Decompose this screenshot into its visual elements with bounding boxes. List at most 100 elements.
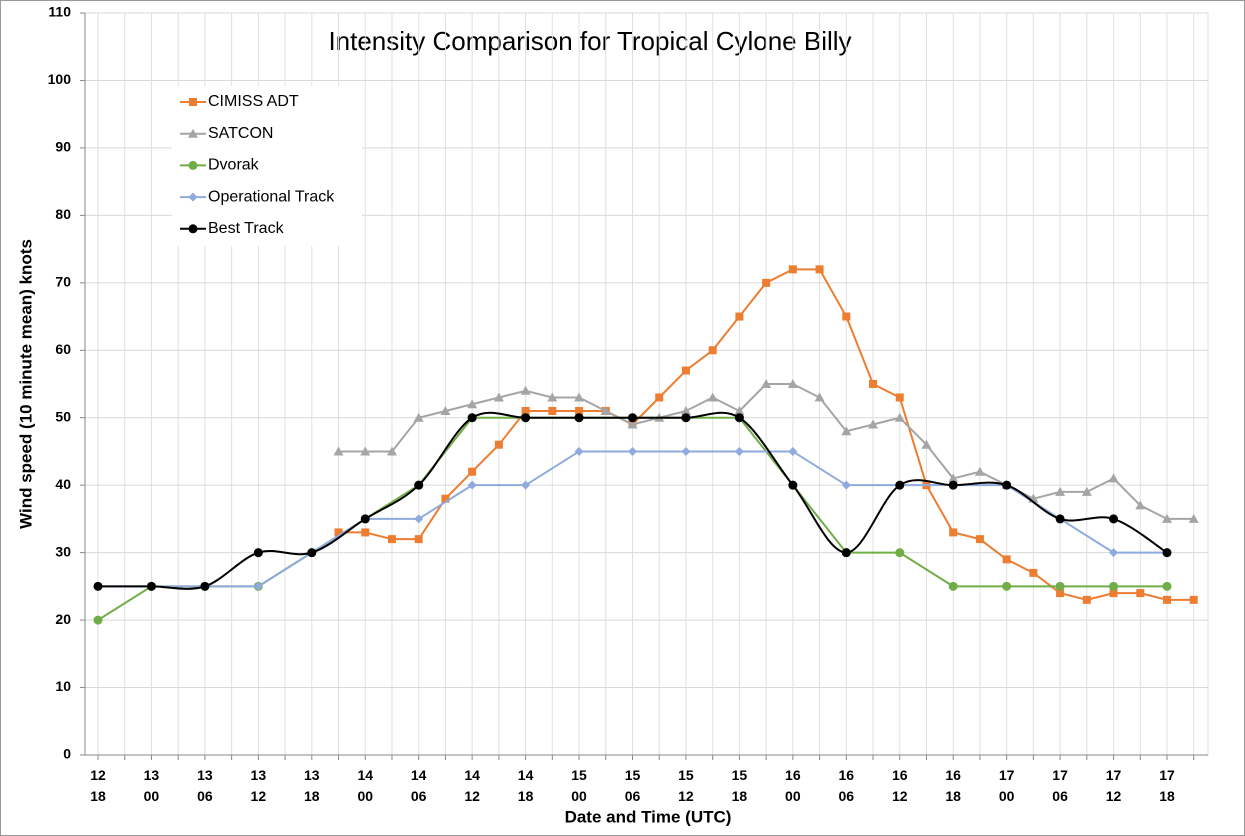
marker [1188, 513, 1199, 523]
legend-label: SATCON [208, 125, 273, 142]
y-tick-label: 50 [55, 408, 71, 424]
marker [333, 446, 344, 456]
marker [1055, 514, 1065, 524]
marker [1135, 500, 1146, 510]
marker [1162, 548, 1172, 558]
marker [948, 581, 958, 591]
x-tick-label: 16 18 [945, 767, 961, 804]
marker [93, 581, 103, 591]
marker [814, 392, 825, 402]
marker [1109, 514, 1119, 524]
marker [895, 480, 905, 490]
marker [1108, 473, 1119, 483]
marker [788, 480, 798, 490]
marker [680, 405, 691, 415]
marker [681, 446, 691, 456]
marker [146, 581, 156, 591]
marker [334, 528, 343, 537]
marker [1002, 581, 1012, 591]
marker [188, 160, 198, 170]
x-tick-label: 13 12 [250, 767, 267, 804]
marker [707, 392, 718, 402]
y-tick-label: 100 [48, 71, 72, 87]
x-tick-label: 16 06 [838, 767, 855, 804]
y-tick-label: 40 [55, 476, 71, 492]
x-tick-label: 15 06 [624, 767, 641, 804]
marker [815, 265, 824, 274]
marker [894, 412, 905, 422]
x-tick-label: 16 12 [891, 767, 908, 804]
marker [948, 473, 959, 483]
legend: CIMISS ADT SATCON Dvorak Operational Track B… [172, 86, 362, 246]
marker [921, 439, 932, 449]
marker [414, 480, 424, 490]
marker [734, 446, 744, 456]
marker [386, 446, 397, 456]
x-tick-label: 14 06 [410, 767, 427, 804]
marker [1109, 581, 1119, 591]
marker [974, 466, 985, 476]
marker [414, 514, 424, 524]
y-tick-label: 110 [48, 4, 71, 20]
marker [655, 393, 664, 402]
marker [1056, 589, 1065, 598]
x-tick-label: 15 18 [731, 767, 748, 804]
marker [1082, 595, 1091, 604]
marker [188, 224, 198, 234]
marker [360, 446, 371, 456]
marker [440, 405, 451, 415]
marker [360, 514, 370, 524]
marker [949, 528, 958, 537]
x-tick-label: 14 00 [357, 767, 374, 804]
marker [1163, 595, 1171, 604]
marker [734, 405, 745, 415]
marker [895, 548, 905, 558]
marker [600, 405, 611, 415]
marker [788, 265, 797, 274]
y-tick-label: 70 [55, 274, 71, 290]
marker [441, 494, 450, 503]
marker [574, 392, 585, 402]
marker [574, 413, 584, 423]
marker [761, 379, 772, 388]
marker [788, 446, 798, 456]
legend-label: Dvorak [208, 157, 260, 174]
marker [868, 419, 879, 429]
marker [467, 480, 477, 490]
marker [708, 346, 717, 355]
marker [1109, 548, 1119, 558]
x-tick-label: 12 18 [90, 767, 106, 804]
marker [521, 480, 531, 490]
marker [253, 548, 263, 558]
marker [1055, 581, 1065, 591]
marker [188, 192, 198, 202]
marker [1109, 589, 1118, 598]
marker [1081, 486, 1092, 496]
marker [547, 392, 558, 402]
marker [1136, 589, 1145, 598]
x-tick-label: 13 00 [143, 767, 160, 804]
marker [520, 385, 531, 395]
marker [842, 312, 851, 321]
y-tick-label: 0 [63, 746, 71, 762]
legend-label: Operational Track [208, 188, 335, 205]
marker [627, 419, 638, 429]
marker [762, 278, 771, 287]
marker [841, 426, 852, 436]
marker [548, 406, 557, 415]
marker [1055, 486, 1066, 496]
marker [413, 412, 424, 422]
marker [1162, 513, 1172, 523]
marker [1002, 480, 1012, 490]
x-tick-label: 15 12 [678, 767, 694, 804]
marker [467, 399, 478, 409]
marker [574, 446, 584, 456]
marker [468, 467, 477, 476]
marker [387, 535, 396, 544]
x-tick-label: 17 00 [998, 767, 1015, 804]
marker [493, 392, 504, 402]
y-tick-label: 30 [55, 543, 71, 559]
x-tick-label: 15 00 [571, 767, 587, 804]
